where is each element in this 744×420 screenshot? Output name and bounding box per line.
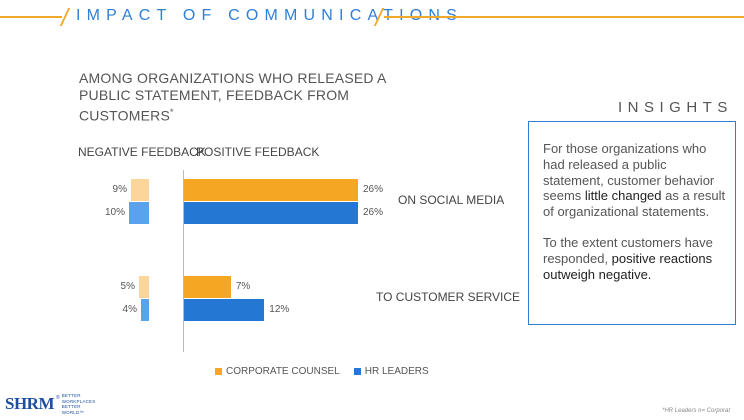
legend-label-corporate-counsel: CORPORATE COUNSEL — [226, 366, 340, 377]
chart-axis — [183, 170, 184, 352]
bar-positive-on-social-media-hr-leaders — [184, 202, 358, 224]
insights-title: INSIGHTS — [618, 99, 733, 116]
insight-2-highlight: positive reactions outweigh negative. — [543, 250, 713, 282]
insight-1-text-a: For those organizations who had released… — [543, 141, 715, 204]
logo-registered-mark: ® — [56, 395, 60, 401]
insight-1-highlight: little changed — [584, 188, 662, 204]
positive-feedback-label: POSITIVE FEEDBACK — [196, 145, 320, 159]
header-rule-left — [0, 16, 62, 18]
header-rule-right — [384, 16, 744, 18]
footnote: *HR Leaders n= Corporat — [662, 408, 730, 414]
label-negative-on-social-media-corporate-counsel: 9% — [112, 184, 127, 195]
chart-title-marker: * — [170, 107, 174, 117]
page-title: IMPACT OF COMMUNICATIONS — [76, 7, 464, 24]
bar-negative-to-customer-service-corporate-counsel — [139, 276, 149, 298]
insight-paragraph-1: For those organizations who had released… — [543, 141, 727, 220]
label-positive-on-social-media-hr-leaders: 26% — [363, 207, 384, 218]
bar-positive-to-customer-service-hr-leaders — [184, 299, 265, 321]
bar-positive-on-social-media-corporate-counsel — [184, 179, 358, 201]
legend-label-hr-leaders: HR LEADERS — [364, 366, 429, 377]
bar-negative-on-social-media-corporate-counsel — [131, 179, 149, 201]
bar-negative-on-social-media-hr-leaders — [129, 202, 149, 224]
insight-1-text-b: as a result of organizational statements… — [543, 188, 726, 220]
chart-legend: CORPORATE COUNSEL HR LEADERS — [215, 366, 429, 377]
label-negative-to-customer-service-hr-leaders: 4% — [122, 304, 137, 315]
label-positive-on-social-media-corporate-counsel: 26% — [363, 184, 384, 195]
label-negative-on-social-media-hr-leaders: 10% — [104, 207, 125, 218]
legend-item-corporate-counsel: CORPORATE COUNSEL — [215, 366, 340, 377]
legend-swatch-hr-leaders — [353, 368, 361, 375]
label-positive-to-customer-service-hr-leaders: 12% — [269, 304, 290, 315]
logo-wordmark: SHRM — [5, 394, 55, 413]
chart-title: AMONG ORGANIZATIONS WHO RELEASED A PUBLI… — [79, 70, 409, 125]
shrm-logo: SHRM ® BETTER WORKPLACES BETTER WORLD™ — [5, 393, 102, 415]
bar-negative-to-customer-service-hr-leaders — [141, 299, 149, 321]
category-label-to-customer-service: TO CUSTOMER SERVICE — [376, 290, 521, 304]
category-label-on-social-media: ON SOCIAL MEDIA — [398, 193, 505, 207]
label-positive-to-customer-service-corporate-counsel: 7% — [235, 281, 251, 292]
bar-positive-to-customer-service-corporate-counsel — [184, 276, 231, 298]
chart-title-text: AMONG ORGANIZATIONS WHO RELEASED A PUBLI… — [79, 70, 386, 124]
insight-2-text-a: To the extent customers have responded, — [543, 234, 713, 266]
insight-paragraph-2: To the extent customers have responded, … — [543, 235, 727, 282]
legend-item-hr-leaders: HR LEADERS — [353, 366, 429, 377]
negative-feedback-label: NEGATIVE FEEDBACK — [78, 145, 206, 159]
label-negative-to-customer-service-corporate-counsel: 5% — [120, 281, 135, 292]
legend-swatch-corporate-counsel — [215, 368, 222, 375]
logo-tagline: BETTER WORKPLACES BETTER WORLD™ — [61, 393, 96, 415]
insights-box: For those organizations who had released… — [528, 121, 736, 325]
